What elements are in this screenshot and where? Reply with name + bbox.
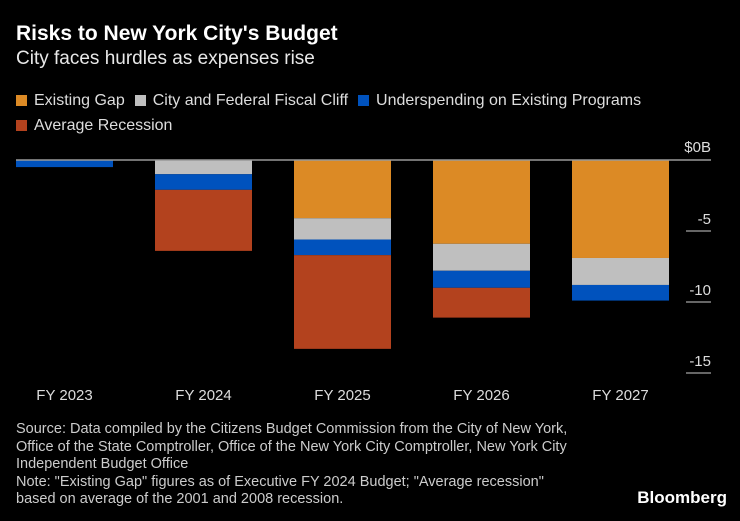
x-tick-label: FY 2026 (453, 387, 509, 404)
legend-item: Existing Gap (16, 88, 125, 113)
legend-item: Underspending on Existing Programs (358, 88, 641, 113)
y-tick-label: $0B (684, 139, 711, 156)
bar-segment (572, 284, 669, 301)
legend-swatch (134, 95, 146, 106)
bar-segment (155, 189, 252, 251)
x-tick-label: FY 2025 (314, 387, 370, 404)
bar-segment (572, 257, 669, 285)
x-tick-label: FY 2023 (36, 387, 92, 404)
chart-subtitle: City faces hurdles as expenses rise (16, 48, 315, 69)
legend-label: Underspending on Existing Programs (376, 92, 642, 109)
bar-segment (16, 160, 113, 168)
legend-label: City and Federal Fiscal Cliff (152, 92, 349, 109)
bar-segment (433, 160, 530, 244)
bar-segment (294, 255, 391, 349)
bar-segment (572, 160, 669, 258)
bar-segment (294, 218, 391, 240)
bar-segment (433, 287, 530, 318)
chart-title: Risks to New York City's Budget (16, 22, 338, 45)
legend-label: Average Recession (34, 117, 173, 134)
legend-item: Average Recession (16, 113, 172, 138)
legend-label: Existing Gap (34, 92, 125, 109)
bar-segment (155, 160, 252, 175)
x-tick-label: FY 2027 (592, 387, 648, 404)
x-tick-label: FY 2024 (175, 387, 231, 404)
legend-item: City and Federal Fiscal Cliff (134, 88, 349, 113)
note-text: Note: "Existing Gap" figures as of Execu… (16, 473, 544, 508)
legend-swatch (358, 95, 370, 106)
source-text: Source: Data compiled by the Citizens Bu… (16, 421, 568, 472)
y-tick-label: -15 (689, 353, 711, 370)
notes: Source: Data compiled by the Citizens Bu… (16, 421, 586, 509)
y-tick-label: -5 (698, 211, 711, 228)
legend: Existing Gap City and Federal Fiscal Clif… (16, 88, 716, 138)
legend-swatch (16, 95, 27, 106)
bar-segment (155, 174, 252, 190)
bar-segment (294, 160, 391, 219)
bar-segment (433, 243, 530, 271)
legend-swatch (16, 120, 27, 131)
bar-segment (294, 239, 391, 256)
bar-segment (433, 270, 530, 288)
y-tick-label: -10 (689, 282, 711, 299)
bloomberg-logo: Bloomberg (637, 488, 727, 507)
